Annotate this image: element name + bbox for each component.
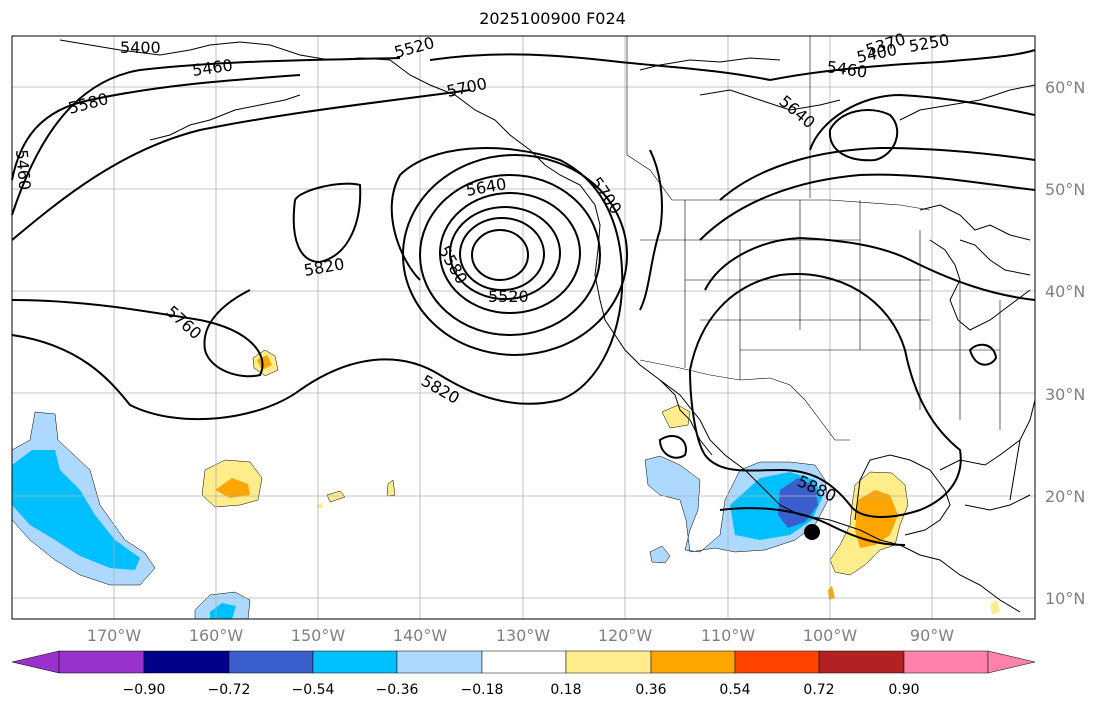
lon-label: 160°W (188, 626, 244, 645)
political-borders (626, 36, 1001, 441)
lon-label: 120°W (597, 626, 653, 645)
colorbar-segment (734, 650, 820, 674)
colorbar-tick-label: −0.72 (207, 682, 251, 698)
colorbar-segment (396, 650, 483, 674)
colorbar-segment (143, 650, 230, 674)
colorbar-tick-label: 0.72 (803, 682, 835, 698)
colorbar-segment (818, 650, 905, 674)
lon-label: 150°W (290, 626, 346, 645)
lat-label: 20°N (1045, 487, 1086, 506)
colorbar-tick-label: −0.18 (460, 682, 504, 698)
colorbar-tick-label: 0.54 (719, 682, 751, 698)
storm-center-marker (804, 524, 820, 540)
graticule (12, 36, 1035, 619)
anomaly-shading (11, 349, 1000, 620)
colorbar-segment (650, 650, 736, 674)
contour-label: 5520 (488, 287, 529, 306)
colorbar-segment (481, 650, 567, 674)
colorbar-segment (228, 650, 314, 674)
colorbar-segment (312, 650, 398, 674)
colorbar-extend-low (11, 650, 60, 674)
lat-label: 10°N (1045, 589, 1086, 608)
colorbar-segment (58, 650, 145, 674)
lat-label: 60°N (1045, 78, 1086, 97)
height-contours (11, 49, 1036, 546)
lat-label: 50°N (1045, 180, 1086, 199)
lon-label: 130°W (495, 626, 551, 645)
map-title: 2025100900 F024 (479, 9, 626, 28)
map-border (11, 35, 1036, 620)
colorbar-tick-label: 0.36 (635, 682, 667, 698)
contour-label: 5460 (12, 149, 34, 191)
colorbar-tick-label: 0.90 (888, 682, 920, 698)
colorbar-tick-label: −0.90 (122, 682, 166, 698)
lat-label: 30°N (1045, 385, 1086, 404)
lon-label: 100°W (802, 626, 858, 645)
map-area (11, 36, 1036, 620)
colorbar-tick-label: 0.18 (550, 682, 582, 698)
colorbar-segment (903, 650, 989, 674)
lon-label: 110°W (700, 626, 756, 645)
colorbar-tick-label: −0.54 (291, 682, 335, 698)
lon-label: 170°W (86, 626, 142, 645)
lon-label: 140°W (392, 626, 448, 645)
contour-label: 5400 (120, 38, 161, 57)
colorbar (11, 650, 1036, 674)
lon-label: 90°W (909, 626, 955, 645)
colorbar-segment (565, 650, 652, 674)
lat-label: 40°N (1045, 282, 1086, 301)
colorbar-tick-label: −0.36 (375, 682, 419, 698)
colorbar-extend-high (987, 650, 1036, 674)
